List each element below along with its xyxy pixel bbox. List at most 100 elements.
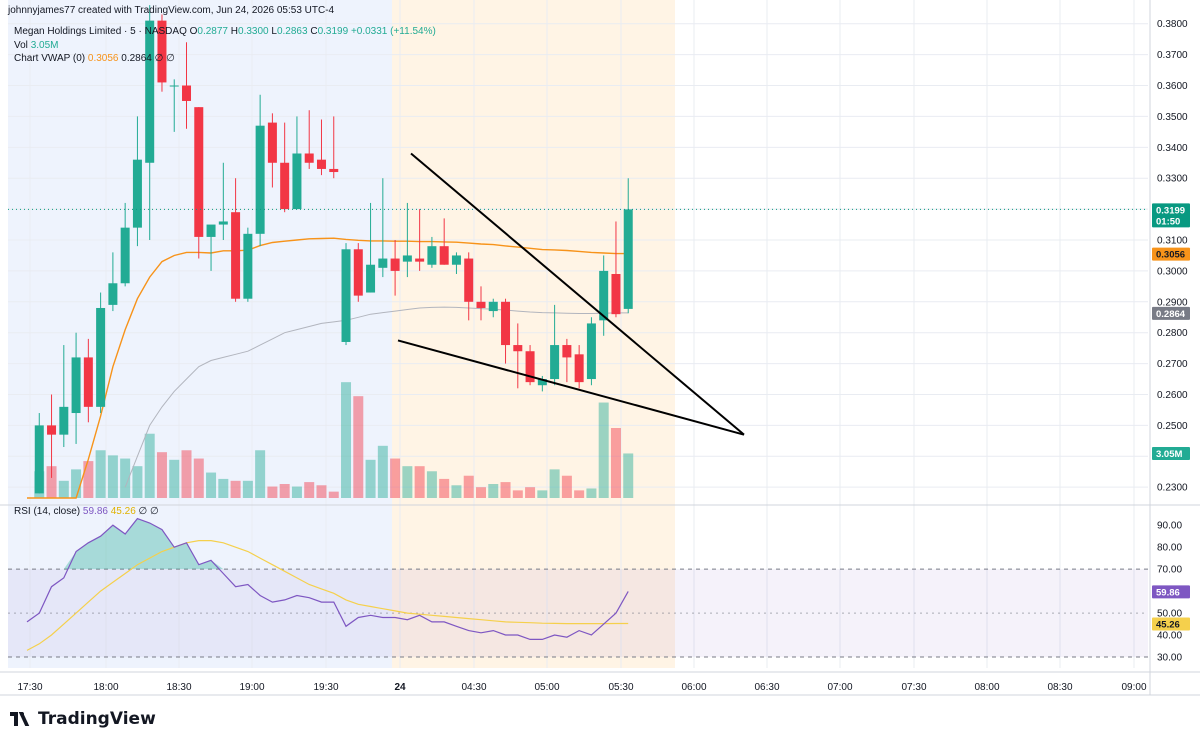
candle-body <box>120 227 130 284</box>
price-tick-label: 0.2900 <box>1157 297 1188 308</box>
volume-bar <box>574 490 585 498</box>
rsi-ma-line <box>26 539 629 651</box>
vwap-price-tag-text: 0.3056 <box>1156 250 1185 261</box>
change-value: +0.0331 (+11.54%) <box>351 26 436 37</box>
brand-name: TradingView <box>38 709 156 729</box>
volume-bar <box>71 469 82 498</box>
candle-body <box>218 221 228 225</box>
candle-body <box>231 212 241 299</box>
candle-body <box>611 273 621 315</box>
volume-label: Vol <box>14 40 31 51</box>
candle-body <box>59 406 69 435</box>
current-price-tag-text: 01:50 <box>1156 216 1180 227</box>
tradingview-icon <box>10 712 32 726</box>
volume-bar <box>230 480 241 498</box>
watermark-text: johnnyjames77 created with TradingView.c… <box>7 5 335 16</box>
volume-bar <box>193 458 204 498</box>
volume-bar <box>279 484 290 498</box>
candle-body <box>71 357 81 414</box>
price-tick-label: 0.3500 <box>1157 112 1188 123</box>
candle-body <box>623 209 633 309</box>
rsi-pane <box>8 518 1148 658</box>
candle-body <box>243 233 253 299</box>
candle-body <box>476 301 486 308</box>
candle-body <box>157 20 167 83</box>
candle-body <box>415 258 425 262</box>
close-value: 0.3199 <box>318 26 351 37</box>
candle-body <box>586 323 596 380</box>
rsi-overbought-fill <box>27 518 629 570</box>
candle-body <box>439 246 449 265</box>
symbol-legend: Megan Holdings Limited · 5 · NASDAQ O0.2… <box>14 26 436 37</box>
volume-bar <box>439 478 450 498</box>
candle-body <box>599 270 609 321</box>
candle-body <box>255 125 265 234</box>
price-tick-label: 0.3300 <box>1157 174 1188 185</box>
time-tick-label: 18:00 <box>93 682 118 693</box>
rsi-ma-value: 45.26 <box>111 506 139 517</box>
low-value: 0.2863 <box>277 26 310 37</box>
falling-wedge-drawing <box>397 152 745 436</box>
price-tick-label: 0.3700 <box>1157 50 1188 61</box>
candle-body <box>513 345 523 352</box>
time-tick-label: 06:30 <box>754 682 779 693</box>
candle-body <box>525 351 535 383</box>
rsi-tick-label: 40.00 <box>1157 631 1182 642</box>
volume-bar <box>304 482 315 498</box>
volume-bar <box>426 471 437 498</box>
candle-body <box>292 153 302 210</box>
candle-body <box>169 85 179 87</box>
time-tick-label: 07:00 <box>827 682 852 693</box>
rsi-ma-tag-text: 45.26 <box>1156 619 1180 630</box>
time-tick-label: 05:00 <box>534 682 559 693</box>
candle-body <box>304 153 314 163</box>
rsi-value-tag: 59.86 <box>1152 585 1190 599</box>
volume-bar <box>365 459 376 498</box>
time-tick-label: 09:00 <box>1121 682 1146 693</box>
volume-bar <box>132 466 143 498</box>
volume-value: 3.05M <box>31 40 59 51</box>
volume-bar <box>598 402 609 498</box>
volume-bar <box>120 458 131 498</box>
time-tick-label: 08:30 <box>1047 682 1072 693</box>
candle-body <box>537 379 547 386</box>
volume-bar <box>512 490 523 498</box>
current-price-tag-bg <box>1152 203 1190 228</box>
candle-body <box>501 301 511 346</box>
candle-body <box>329 168 339 173</box>
volume-bar <box>156 452 167 498</box>
volume-bar <box>267 486 278 498</box>
vwap-line <box>27 237 629 499</box>
vwap-band-tag: 0.2864 <box>1152 306 1190 320</box>
vwap-band-value: 0.2864 <box>121 53 154 64</box>
vwap-band-tag-bg <box>1152 306 1190 320</box>
volume-bar <box>206 472 217 498</box>
chart-legend: johnnyjames77 created with TradingView.c… <box>7 5 436 517</box>
volume-bar <box>291 486 302 498</box>
volume-bar <box>475 487 486 498</box>
time-tick-label: 08:00 <box>974 682 999 693</box>
price-tick-label: 0.2300 <box>1157 483 1188 494</box>
time-tick-label: 07:30 <box>901 682 926 693</box>
candle-body <box>390 258 400 271</box>
volume-bar <box>58 480 69 498</box>
candle-body <box>378 258 388 268</box>
rsi-tick-label: 80.00 <box>1157 543 1182 554</box>
volume-bar <box>525 487 536 498</box>
rsi-tick-label: 90.00 <box>1157 521 1182 532</box>
price-tick-label: 0.3600 <box>1157 81 1188 92</box>
volume-bar <box>107 455 118 498</box>
volume-bar <box>623 453 634 498</box>
rsi-value: 59.86 <box>83 506 111 517</box>
volume-legend: Vol 3.05M <box>14 40 58 51</box>
volume-bar <box>328 491 339 498</box>
volume-tag-text: 3.05M <box>1156 449 1182 460</box>
rsi-value-tag-text: 59.86 <box>1156 587 1180 598</box>
candle-body <box>132 159 142 228</box>
volume-bar <box>341 382 352 498</box>
volume-bar <box>549 469 560 498</box>
price-axis: 0.38000.37000.36000.35000.34000.33000.32… <box>1157 19 1188 493</box>
price-tick-label: 0.2700 <box>1157 359 1188 370</box>
vwap-price-tag: 0.3056 <box>1152 247 1190 261</box>
